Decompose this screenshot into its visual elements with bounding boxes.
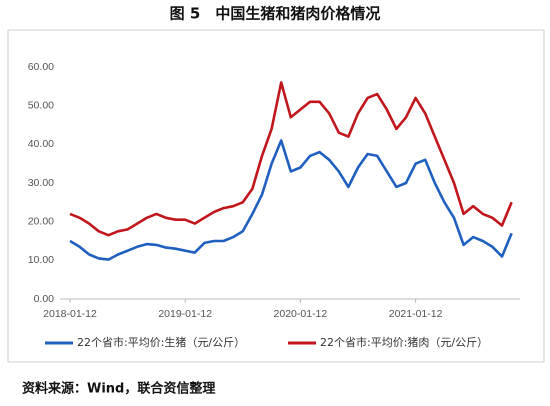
y-tick-label: 50.00 bbox=[28, 99, 54, 111]
source-note: 资料来源：Wind，联合资信整理 bbox=[22, 381, 215, 397]
legend-label: 22个省市:平均价:生猪（元/公斤） bbox=[77, 335, 245, 349]
chart-frame bbox=[7, 29, 545, 363]
y-tick-label: 10.00 bbox=[28, 254, 54, 266]
chart-title: 图 5 中国生猪和猪肉价格情况 bbox=[170, 5, 381, 23]
y-tick-label: 0.00 bbox=[34, 293, 55, 305]
line-series bbox=[69, 81, 513, 237]
y-tick-label: 40.00 bbox=[28, 138, 54, 150]
y-tick-label: 20.00 bbox=[28, 215, 54, 227]
y-tick-label: 60.00 bbox=[28, 61, 54, 73]
x-tick-label: 2021-01-12 bbox=[389, 308, 443, 320]
line-series bbox=[69, 139, 513, 261]
y-tick-label: 30.00 bbox=[28, 177, 54, 189]
x-tick-label: 2019-01-12 bbox=[158, 308, 212, 320]
x-tick-label: 2020-01-12 bbox=[274, 308, 328, 320]
x-tick-label: 2018-01-12 bbox=[43, 308, 97, 320]
legend-label: 22个省市:平均价:猪肉（元/公斤） bbox=[320, 335, 488, 349]
